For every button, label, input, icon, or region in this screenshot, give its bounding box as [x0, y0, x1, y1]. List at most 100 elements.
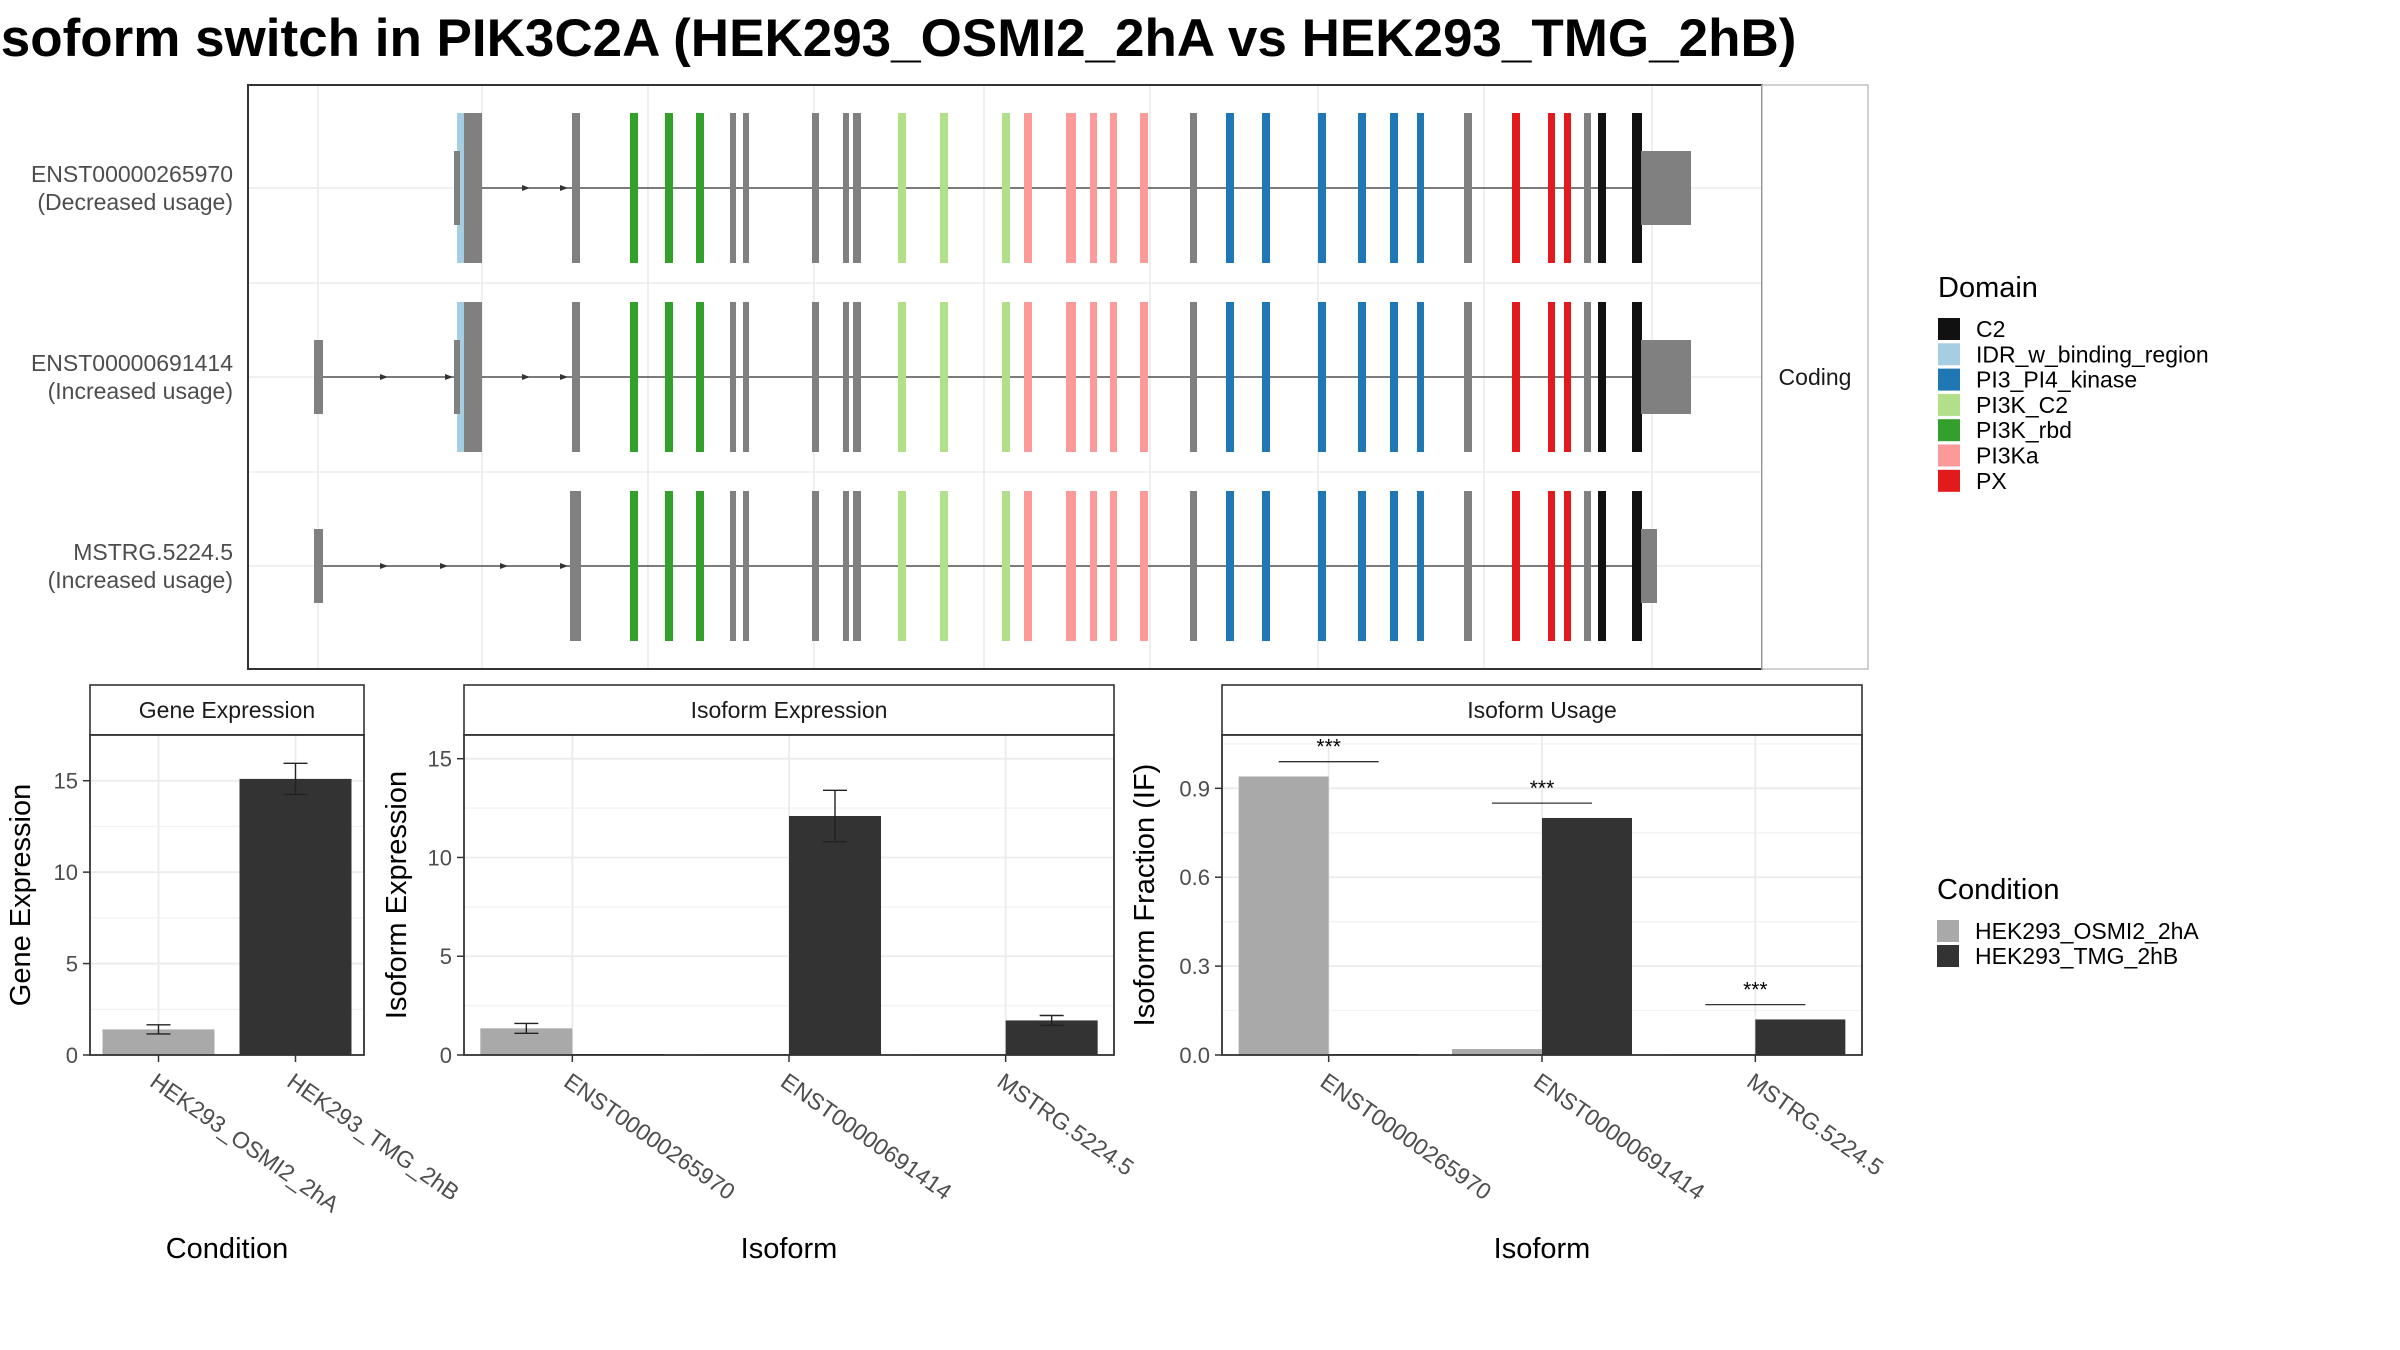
y-axis-title: Gene Expression	[5, 784, 37, 1006]
exon	[1512, 491, 1520, 641]
domain-legend-swatch	[1938, 393, 1960, 416]
significance-label: ***	[1316, 736, 1341, 759]
exon	[940, 302, 948, 452]
y-axis-title: Isoform Expression	[381, 771, 413, 1019]
x-tick-label: MSTRG.5224.5	[1742, 1068, 1888, 1181]
exon	[464, 302, 482, 452]
exon	[1226, 113, 1234, 263]
exon	[812, 302, 819, 452]
exon	[843, 113, 849, 263]
exon	[1512, 302, 1520, 452]
direction-arrow	[560, 563, 568, 569]
exon	[572, 491, 580, 641]
domain-legend-label: PI3K_C2	[1976, 392, 2068, 418]
exon	[1464, 491, 1472, 641]
domain-legend-swatch	[1938, 318, 1960, 340]
significance-label: ***	[1743, 979, 1768, 1002]
exon	[853, 113, 861, 263]
domain-legend-swatch	[1938, 368, 1960, 391]
panel-strip	[89, 684, 365, 736]
transcript-usage-label: (Increased usage)	[48, 567, 233, 593]
exon	[1226, 491, 1234, 641]
exon	[1632, 491, 1642, 641]
utr-exon	[1641, 151, 1691, 225]
exon	[812, 491, 819, 641]
exon	[730, 302, 736, 452]
exon	[572, 302, 580, 452]
exon	[1598, 302, 1606, 452]
exon	[1358, 491, 1366, 641]
exon	[1066, 113, 1076, 263]
condition-legend-swatch	[1937, 945, 1959, 967]
exon	[1548, 113, 1555, 263]
x-tick-label: MSTRG.5224.5	[993, 1068, 1139, 1181]
exon	[730, 491, 736, 641]
exon	[743, 302, 749, 452]
direction-arrow	[380, 563, 388, 569]
bar	[1238, 776, 1329, 1055]
y-tick-label: 0.6	[1179, 865, 1210, 890]
direction-arrow	[522, 185, 530, 191]
exon	[1464, 302, 1472, 452]
domain-legend-label: C2	[1976, 316, 2005, 342]
chart-title: Isoform switch in PIK3C2A (HEK293_OSMI2_…	[0, 8, 2400, 78]
exon	[853, 302, 861, 452]
exon	[1548, 302, 1555, 452]
isoform-usage-panel: Isoform Usage 0.0 0.3 0.6 0.9 *** *** *** ENST00…	[1129, 684, 1888, 1265]
x-axis-title: Isoform	[741, 1233, 838, 1265]
exon	[898, 302, 906, 452]
isoform-expression-panel: Isoform Expression 0 5 10 15 ENST00000265970 E…	[381, 684, 1139, 1265]
exon	[696, 302, 704, 452]
exon	[1318, 302, 1326, 452]
exon	[1358, 113, 1366, 263]
exon	[843, 491, 849, 641]
x-axis-title: Condition	[166, 1233, 289, 1265]
domain-legend-label: PI3Ka	[1976, 443, 2039, 469]
direction-arrow	[445, 374, 453, 380]
exon	[1512, 113, 1520, 263]
domain-legend-swatch	[1938, 444, 1960, 467]
exon	[1226, 302, 1234, 452]
y-tick-label: 15	[54, 769, 78, 794]
exon	[1390, 113, 1398, 263]
y-tick-label: 5	[440, 944, 452, 969]
utr-exon	[1641, 529, 1657, 603]
transcript-usage-label: (Decreased usage)	[37, 189, 233, 215]
exon	[1548, 491, 1555, 641]
panel-strip-label: Gene Expression	[139, 697, 315, 723]
domain-legend-label: PX	[1976, 468, 2007, 494]
x-tick-label: ENST00000691414	[776, 1068, 957, 1205]
exon	[1358, 302, 1366, 452]
exon	[1564, 491, 1571, 641]
direction-arrow	[560, 185, 568, 191]
y-axis-title: Isoform Fraction (IF)	[1129, 764, 1161, 1027]
coding-strip-label: Coding	[1779, 364, 1852, 390]
condition-legend-swatch	[1937, 920, 1959, 942]
exon	[1584, 302, 1591, 452]
exon	[1584, 491, 1591, 641]
bar	[1755, 1019, 1846, 1055]
exon	[630, 491, 638, 641]
exon	[665, 491, 673, 641]
exon	[1140, 491, 1148, 641]
exon	[1598, 491, 1606, 641]
exon	[1632, 302, 1642, 452]
plot-frame	[89, 734, 365, 1056]
exon	[1110, 113, 1117, 263]
exon	[665, 113, 673, 263]
exon	[843, 302, 849, 452]
exon	[1564, 302, 1571, 452]
exon	[1632, 113, 1642, 263]
exon	[1090, 491, 1097, 641]
exon	[572, 113, 580, 263]
domain-legend-swatch	[1938, 419, 1960, 442]
exon	[1262, 113, 1270, 263]
exon	[898, 113, 906, 263]
exon	[1110, 491, 1117, 641]
exon	[1140, 113, 1148, 263]
exon	[1090, 302, 1097, 452]
panel-strip	[463, 684, 1115, 736]
panel-strip-label: Isoform Expression	[691, 697, 888, 723]
